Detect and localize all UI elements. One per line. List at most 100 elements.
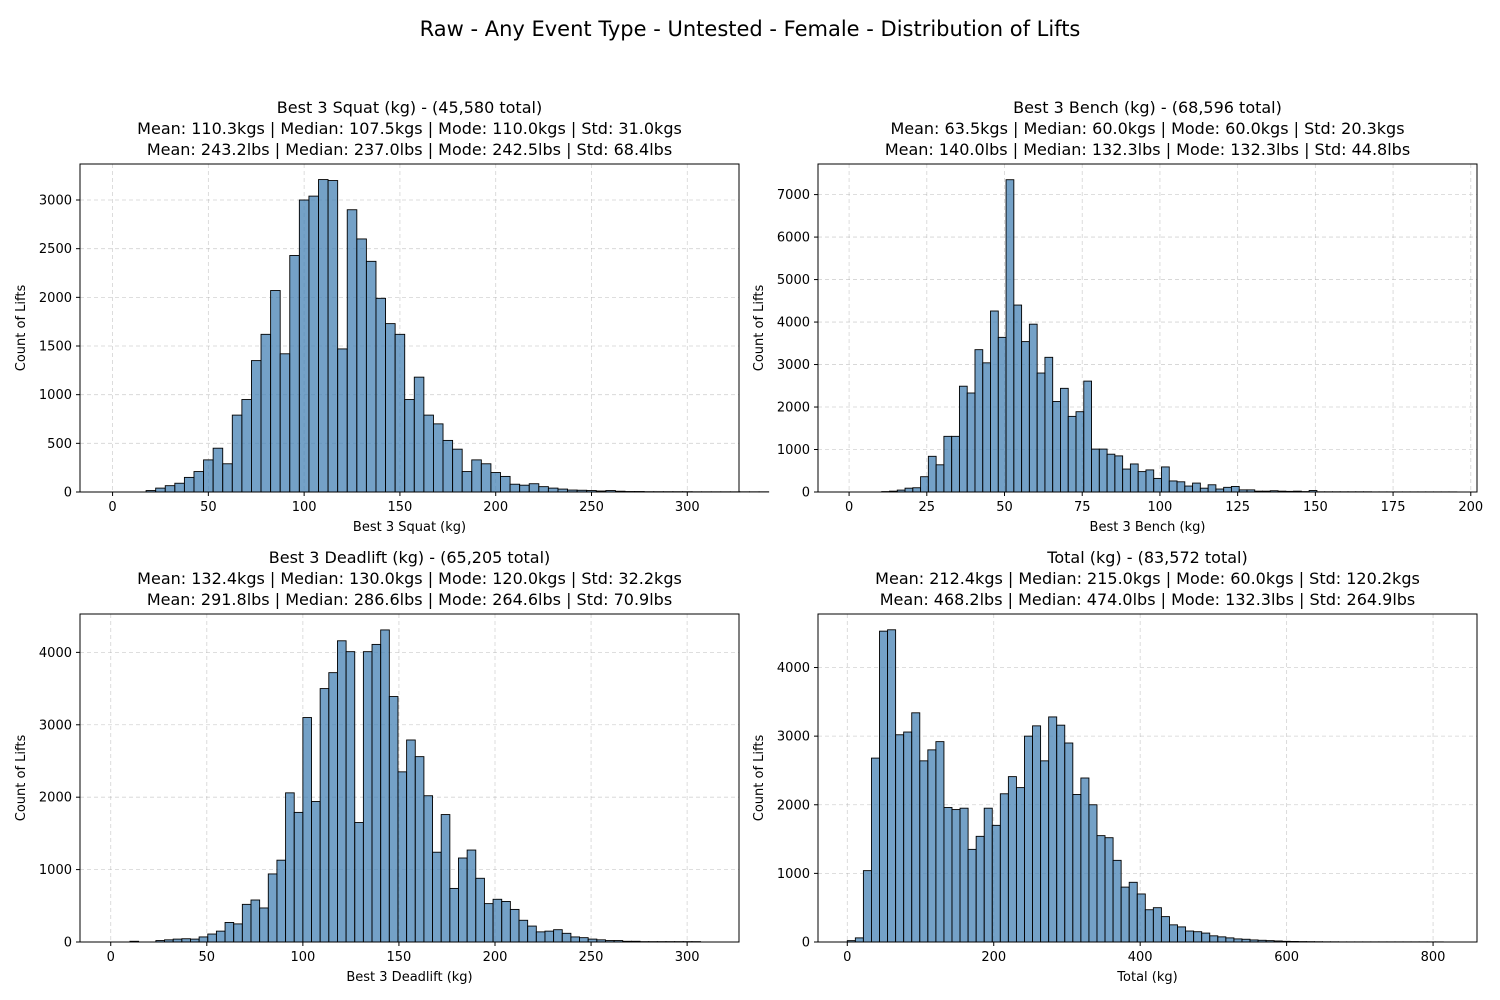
histogram-bar bbox=[1129, 463, 1139, 493]
x-tick-label: 200 bbox=[483, 500, 508, 515]
histogram-bar bbox=[1122, 468, 1131, 493]
histogram-bar bbox=[1056, 724, 1066, 943]
histogram-bar bbox=[1040, 760, 1050, 943]
histogram-bar bbox=[991, 824, 1001, 943]
histogram-bar bbox=[958, 385, 968, 493]
histogram-bar bbox=[927, 749, 937, 943]
x-tick-label: 125 bbox=[1225, 500, 1250, 515]
histogram-bar bbox=[1192, 482, 1201, 493]
y-tick-label: 1000 bbox=[777, 867, 810, 882]
histogram-bar bbox=[887, 629, 897, 943]
x-axis-label: Best 3 Bench (kg) bbox=[1090, 520, 1206, 535]
x-tick-label: 50 bbox=[199, 950, 216, 965]
y-tick-label: 2500 bbox=[39, 242, 72, 257]
x-tick-label: 250 bbox=[579, 950, 604, 965]
histogram-bar bbox=[1096, 835, 1106, 943]
histogram-bar bbox=[1169, 924, 1178, 943]
deadlift-title-line: Mean: 132.4kgs | Median: 130.0kgs | Mode… bbox=[137, 569, 682, 588]
histogram-bar bbox=[319, 688, 330, 943]
histogram-bar bbox=[1052, 401, 1061, 493]
histogram-bar bbox=[1007, 776, 1017, 943]
histogram-bar bbox=[375, 297, 387, 493]
bench-title-line: Best 3 Bench (kg) - (68,596 total) bbox=[1013, 98, 1282, 117]
histogram-bar bbox=[966, 392, 976, 493]
histogram-bar bbox=[1114, 455, 1124, 493]
histogram-bar bbox=[432, 423, 444, 493]
histogram-bar bbox=[579, 937, 589, 943]
histogram-bar bbox=[1201, 932, 1211, 943]
histogram-bar bbox=[500, 475, 511, 493]
histogram-bar bbox=[1083, 380, 1092, 493]
y-tick-label: 5000 bbox=[777, 273, 810, 288]
x-tick-label: 75 bbox=[1074, 500, 1091, 515]
bench-title-line: Mean: 63.5kgs | Median: 60.0kgs | Mode: … bbox=[890, 119, 1404, 138]
squat-title-line: Best 3 Squat (kg) - (45,580 total) bbox=[277, 98, 542, 117]
x-tick-label: 250 bbox=[579, 500, 604, 515]
histogram-bar bbox=[1024, 735, 1033, 943]
histogram-bar bbox=[449, 887, 459, 943]
histogram-bar bbox=[1160, 916, 1170, 943]
histogram-bar bbox=[207, 933, 217, 943]
histogram-bar bbox=[1209, 935, 1219, 943]
histogram-bar bbox=[241, 399, 252, 493]
histogram-bar bbox=[251, 360, 262, 493]
histogram-bar bbox=[935, 741, 945, 943]
histogram-bar bbox=[1120, 886, 1130, 943]
x-tick-label: 150 bbox=[387, 950, 412, 965]
histogram-bar bbox=[250, 899, 261, 943]
histogram-bar bbox=[155, 487, 166, 493]
histogram-bar bbox=[337, 348, 348, 493]
histogram-bar bbox=[356, 238, 367, 493]
histogram-bar bbox=[509, 908, 520, 943]
x-tick-label: 25 bbox=[919, 500, 936, 515]
histogram-bar bbox=[318, 179, 329, 493]
histogram-bar bbox=[903, 731, 913, 943]
histogram-bar bbox=[354, 822, 364, 943]
histogram-bar bbox=[308, 195, 319, 493]
histogram-bar bbox=[1225, 937, 1235, 943]
x-tick-label: 100 bbox=[1148, 500, 1173, 515]
histogram-bar bbox=[270, 290, 281, 493]
histogram-bar bbox=[279, 353, 291, 493]
y-tick-label: 0 bbox=[64, 936, 72, 951]
y-tick-label: 4000 bbox=[777, 316, 810, 331]
x-tick-label: 200 bbox=[483, 950, 508, 965]
total-histogram: 0 200 400 600 800 0 1000 2000 3000 4000 Total (kg)… bbox=[752, 548, 1478, 985]
histogram-bar bbox=[285, 792, 295, 943]
histogram-bar bbox=[1032, 725, 1042, 943]
histogram-bar bbox=[999, 793, 1009, 943]
histogram-bar bbox=[483, 903, 494, 943]
histogram-bar bbox=[466, 849, 477, 943]
histogram-bar bbox=[327, 180, 339, 493]
histogram-bar bbox=[1075, 411, 1085, 493]
histogram-bar bbox=[1064, 742, 1074, 943]
histogram-bar bbox=[1199, 487, 1209, 493]
histogram-bar bbox=[423, 795, 434, 943]
y-tick-label: 1500 bbox=[39, 340, 72, 355]
histogram-bar bbox=[1161, 466, 1170, 493]
histogram-bar bbox=[461, 471, 473, 493]
histogram-bar bbox=[215, 930, 226, 943]
x-tick-label: 0 bbox=[843, 950, 851, 965]
bench-histogram: 0 25 50 75 100 125 150 175 200010002000300040005… bbox=[752, 98, 1483, 535]
histogram-bar bbox=[509, 483, 521, 493]
histogram-bar bbox=[879, 630, 889, 943]
histogram-bar bbox=[535, 931, 546, 943]
x-tick-label: 300 bbox=[675, 500, 700, 515]
histogram-bar bbox=[259, 907, 269, 943]
histogram-bar bbox=[990, 310, 999, 493]
histogram-bar bbox=[345, 651, 356, 943]
histogram-bar bbox=[222, 463, 233, 493]
histogram-bar bbox=[346, 209, 358, 493]
histogram-bar bbox=[919, 760, 929, 943]
histogram-bar bbox=[404, 399, 415, 493]
x-tick-label: 600 bbox=[1274, 950, 1299, 965]
squat-title-line: Mean: 110.3kgs | Median: 107.5kgs | Mode… bbox=[137, 119, 682, 138]
histogram-bar bbox=[912, 487, 922, 493]
histogram-bar bbox=[233, 923, 243, 943]
histogram-bar bbox=[518, 919, 529, 943]
squat-title-line: Mean: 243.2lbs | Median: 237.0lbs | Mode… bbox=[147, 140, 672, 159]
histogram-bar bbox=[1098, 448, 1108, 493]
histogram-bar bbox=[935, 464, 945, 493]
